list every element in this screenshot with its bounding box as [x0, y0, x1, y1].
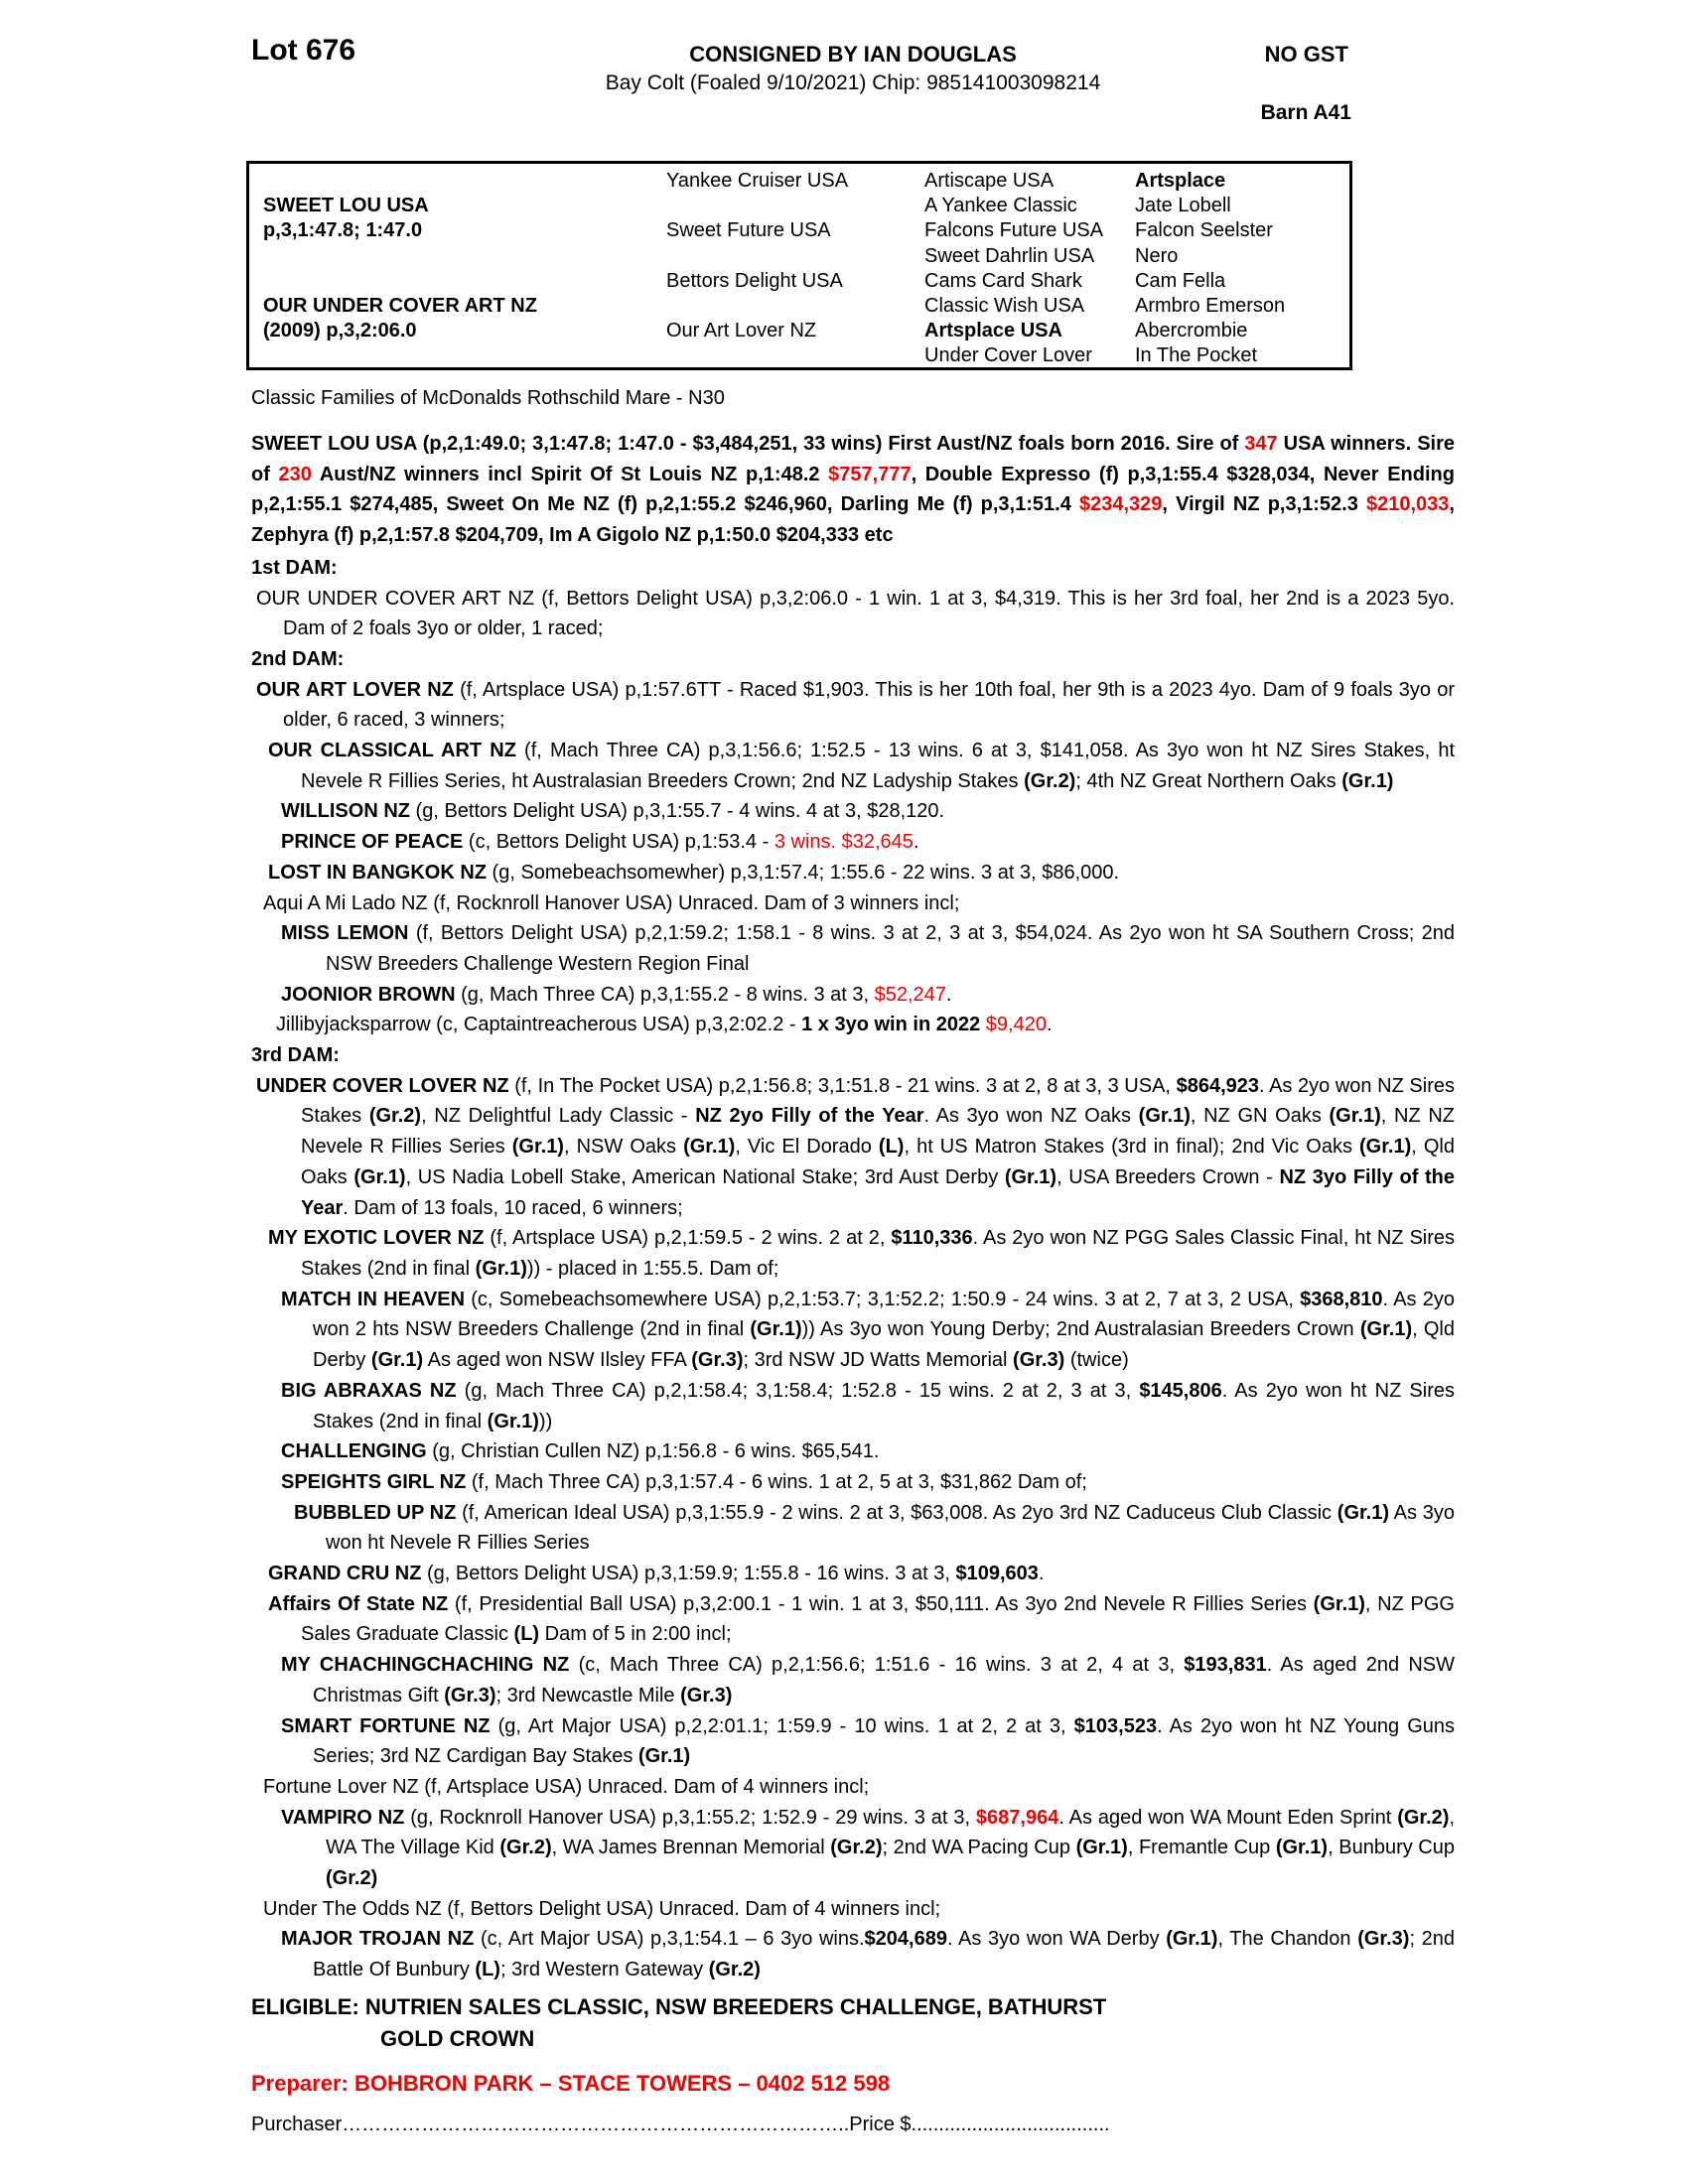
pedigree-row: (2009) p,3,2:06.0 Our Art Lover NZ Artspla… — [263, 319, 1349, 343]
pedigree-cell: Bettors Delight USA — [666, 269, 843, 292]
pedigree-cell: Yankee Cruiser USA — [666, 170, 849, 192]
pedigree-cell: In The Pocket — [1135, 344, 1258, 367]
challenging: CHALLENGING (g, Christian Cullen NZ) p,1… — [281, 1440, 880, 1463]
pedigree-cell: Falcons Future USA — [924, 219, 1104, 242]
pedigree-cell: Abercrombie — [1135, 320, 1248, 342]
eligible-line-2: GOLD CROWN — [380, 2025, 535, 2051]
pedigree-cell: Cams Card Shark — [924, 269, 1082, 292]
preparer-line: Preparer: BOHBRON PARK – STACE TOWERS – … — [251, 2070, 891, 2096]
pedigree-cell — [263, 244, 666, 269]
prince-of-peace: PRINCE OF PEACE (c, Bettors Delight USA)… — [281, 831, 919, 854]
major-trojan: MAJOR TROJAN NZ (c, Art Major USA) p,3,1… — [281, 1928, 1455, 1981]
my-chachingchaching: MY CHACHINGCHACHING NZ (c, Mach Three CA… — [281, 1654, 1455, 1706]
bubbled-up: BUBBLED UP NZ (f, American Ideal USA) p,… — [294, 1501, 1455, 1555]
pedigree-cell — [263, 169, 666, 194]
smart-fortune: SMART FORTUNE NZ (g, Art Major USA) p,2,… — [281, 1714, 1455, 1768]
pedigree-cell: Our Art Lover NZ — [666, 320, 817, 342]
vampiro: VAMPIRO NZ (g, Rocknroll Hanover USA) p,… — [281, 1806, 1455, 1890]
pedigree-row: OUR UNDER COVER ART NZ Classic Wish USA Ar… — [263, 294, 1349, 319]
pedigree-cell: Armbro Emerson — [1135, 294, 1286, 317]
aqui-a-mi-lado: Aqui A Mi Lado NZ (f, Rocknroll Hanover … — [263, 891, 960, 914]
pedigree-cell: p,3,1:47.8; 1:47.0 — [263, 219, 423, 242]
pedigree-text-column: Classic Families of McDonalds Rothschild… — [251, 383, 1455, 2140]
purchaser-price-line: Purchaser…………………………………………………………………..Pric… — [251, 2113, 1110, 2135]
pedigree-cell: (2009) p,3,2:06.0 — [263, 320, 417, 342]
pedigree-cell: Sweet Dahrlin USA — [924, 244, 1095, 267]
eligible-line-1: ELIGIBLE: NUTRIEN SALES CLASSIC, NSW BRE… — [251, 1993, 1107, 2019]
family-note: Classic Families of McDonalds Rothschild… — [251, 387, 725, 409]
gst-status: NO GST — [1264, 42, 1348, 67]
consignor-line: CONSIGNED BY IAN DOUGLAS — [689, 42, 1017, 67]
pedigree-cell: Sweet Future USA — [666, 219, 831, 242]
pedigree-cell — [666, 194, 924, 218]
pedigree-cell — [263, 343, 666, 368]
pedigree-cell: Artsplace USA — [924, 320, 1062, 342]
pedigree-cell — [263, 269, 666, 294]
willison: WILLISON NZ (g, Bettors Delight USA) p,3… — [281, 800, 945, 823]
pedigree-cell: Artiscape USA — [924, 170, 1055, 192]
pedigree-cell: OUR UNDER COVER ART NZ — [263, 294, 537, 317]
sweet-lou-summary: SWEET LOU USA (p,2,1:49.0; 3,1:47.8; 1:4… — [251, 433, 1455, 547]
eligible-block: ELIGIBLE: NUTRIEN SALES CLASSIC, NSW BRE… — [251, 1991, 1455, 2055]
pedigree-cell: Falcon Seelster — [1135, 219, 1273, 242]
pedigree-row: Sweet Dahrlin USA Nero — [263, 244, 1349, 269]
barn-label: Barn A41 — [1260, 101, 1351, 124]
pedigree-row: p,3,1:47.8; 1:47.0 Sweet Future USA Falcon… — [263, 218, 1349, 243]
joonior-brown: JOONIOR BROWN (g, Mach Three CA) p,3,1:5… — [281, 983, 952, 1006]
match-in-heaven: MATCH IN HEAVEN (c, Somebeachsomewhere U… — [281, 1288, 1456, 1372]
pedigree-cell — [666, 294, 924, 319]
our-under-cover-art: OUR UNDER COVER ART NZ (f, Bettors Delig… — [256, 587, 1455, 640]
grand-cru: GRAND CRU NZ (g, Bettors Delight USA) p,… — [268, 1563, 1045, 1585]
affairs-of-state: Affairs Of State NZ (f, Presidential Bal… — [268, 1592, 1455, 1646]
pedigree-cell — [666, 343, 924, 368]
pedigree-cell: Cam Fella — [1135, 269, 1226, 292]
lot-number: Lot 676 — [251, 34, 356, 67]
dam-3-heading: 3rd DAM: — [251, 1044, 340, 1067]
dam-2-heading: 2nd DAM: — [251, 647, 345, 670]
pedigree-cell: Classic Wish USA — [924, 294, 1085, 317]
pedigree-cell: Jate Lobell — [1135, 195, 1231, 217]
pedigree-cell: Under Cover Lover — [924, 344, 1092, 367]
foaling-line: Bay Colt (Foaled 9/10/2021) Chip: 985141… — [605, 71, 1101, 94]
pedigree-cell: SWEET LOU USA — [263, 195, 429, 217]
pedigree-text: SWEET LOU USA (p,2,1:49.0; 3,1:47.8; 1:4… — [251, 429, 1455, 1985]
fortune-lover: Fortune Lover NZ (f, Artsplace USA) Unra… — [263, 1775, 870, 1798]
under-the-odds: Under The Odds NZ (f, Bettors Delight US… — [263, 1897, 941, 1920]
pedigree-table: Yankee Cruiser USA Artiscape USA Artsplace… — [246, 161, 1352, 370]
jillibyjacksparrow: Jillibyjacksparrow (c, Captaintreacherou… — [276, 1014, 1053, 1036]
miss-lemon: MISS LEMON (f, Bettors Delight USA) p,2,… — [281, 922, 1456, 975]
pedigree-cell: Nero — [1135, 244, 1179, 267]
pedigree-row: Bettors Delight USA Cams Card Shark Cam Fe… — [263, 269, 1349, 294]
speights-girl: SPEIGHTS GIRL NZ (f, Mach Three CA) p,3,… — [281, 1470, 1087, 1493]
lost-in-bangkok: LOST IN BANGKOK NZ (g, Somebeachsomewher… — [268, 861, 1120, 884]
pedigree-row: SWEET LOU USA A Yankee Classic Jate Lobell — [263, 194, 1349, 218]
pedigree-cell: Artsplace — [1135, 170, 1226, 192]
pedigree-row: Under Cover Lover In The Pocket — [263, 343, 1349, 368]
big-abraxas: BIG ABRAXAS NZ (g, Mach Three CA) p,2,1:… — [281, 1379, 1455, 1433]
pedigree-row: Yankee Cruiser USA Artiscape USA Artsplace — [263, 169, 1349, 194]
my-exotic-lover: MY EXOTIC LOVER NZ (f, Artsplace USA) p,… — [268, 1227, 1456, 1280]
our-art-lover: OUR ART LOVER NZ (f, Artsplace USA) p,1:… — [256, 678, 1455, 732]
pedigree-cell — [666, 244, 924, 269]
dam-1-heading: 1st DAM: — [251, 556, 338, 579]
pedigree-cell: A Yankee Classic — [924, 195, 1077, 217]
our-classical-art: OUR CLASSICAL ART NZ (f, Mach Three CA) … — [268, 740, 1455, 792]
under-cover-lover: UNDER COVER LOVER NZ (f, In The Pocket U… — [256, 1074, 1455, 1219]
